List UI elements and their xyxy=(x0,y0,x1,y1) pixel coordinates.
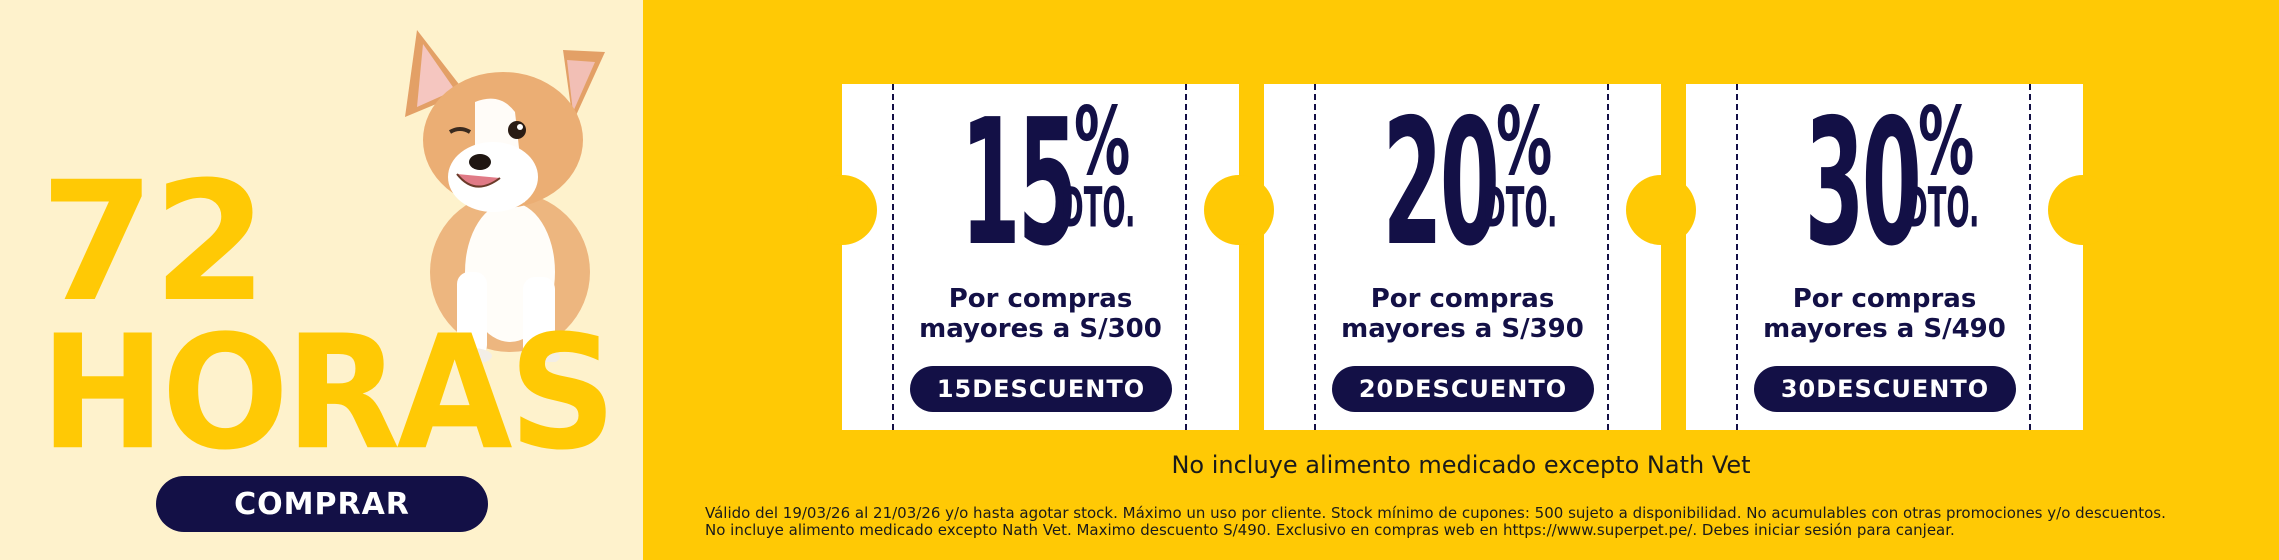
coupon-card[interactable]: 15% DTO. Por compras mayores a S/300 15DE… xyxy=(842,84,1239,430)
ticket-notch xyxy=(1204,175,1274,245)
coupon-description: Por compras mayores a S/390 xyxy=(1264,284,1661,344)
coupon-code-button[interactable]: 15DESCUENTO xyxy=(910,366,1172,412)
legal-terms: Válido del 19/03/26 al 21/03/26 y/o hast… xyxy=(705,505,2265,539)
legal-line: No incluye alimento medicado excepto Nat… xyxy=(705,521,1955,539)
legal-line: Válido del 19/03/26 al 21/03/26 y/o hast… xyxy=(705,504,2166,522)
ticket-notch xyxy=(807,175,877,245)
coupon-divider xyxy=(1314,84,1316,430)
coupon-discount: 15% DTO. xyxy=(842,88,1239,272)
coupon-divider xyxy=(1736,84,1738,430)
coupon-description: Por compras mayores a S/300 xyxy=(842,284,1239,344)
coupon-percent: 20 xyxy=(1382,83,1500,286)
coupon-card[interactable]: 20% DTO. Por compras mayores a S/390 20DE… xyxy=(1264,84,1661,430)
coupon-desc-line1: Por compras xyxy=(948,284,1133,314)
coupon-desc-line2: mayores a S/490 xyxy=(1763,314,2006,344)
promo-hours-label: HORAS xyxy=(40,302,617,486)
coupon-desc-line1: Por compras xyxy=(1370,284,1555,314)
dto-label: DTO. xyxy=(1483,175,1558,240)
promo-panel-left: 72 HORAS COM xyxy=(0,0,643,560)
coupon-divider xyxy=(892,84,894,430)
corgi-puppy-image xyxy=(405,30,605,362)
exclusion-note: No incluye alimento medicado excepto Nat… xyxy=(1171,451,1751,479)
coupon-percent: 30 xyxy=(1804,83,1922,286)
coupon-discount: 30% DTO. xyxy=(1686,88,2083,272)
dto-label: DTO. xyxy=(1061,175,1136,240)
coupon-code-button[interactable]: 30DESCUENTO xyxy=(1754,366,2016,412)
coupon-desc-line2: mayores a S/300 xyxy=(919,314,1162,344)
coupon-divider xyxy=(1185,84,1187,430)
coupon-desc-line2: mayores a S/390 xyxy=(1341,314,1584,344)
ticket-notch xyxy=(1626,175,1696,245)
percent-sign: % xyxy=(1917,88,1975,197)
promo-hours-number: 72 xyxy=(40,146,268,338)
ticket-notch xyxy=(2048,175,2118,245)
coupon-divider xyxy=(1607,84,1609,430)
coupon-card[interactable]: 30% DTO. Por compras mayores a S/490 30DE… xyxy=(1686,84,2083,430)
percent-sign: % xyxy=(1073,88,1131,197)
dto-label: DTO. xyxy=(1905,175,1980,240)
coupon-desc-line1: Por compras xyxy=(1792,284,1977,314)
coupon-code-button[interactable]: 20DESCUENTO xyxy=(1332,366,1594,412)
coupon-percent: 15 xyxy=(960,83,1078,286)
coupon-discount: 20% DTO. xyxy=(1264,88,1661,272)
comprar-button[interactable]: COMPRAR xyxy=(156,476,488,532)
percent-sign: % xyxy=(1495,88,1553,197)
coupon-description: Por compras mayores a S/490 xyxy=(1686,284,2083,344)
coupon-divider xyxy=(2029,84,2031,430)
